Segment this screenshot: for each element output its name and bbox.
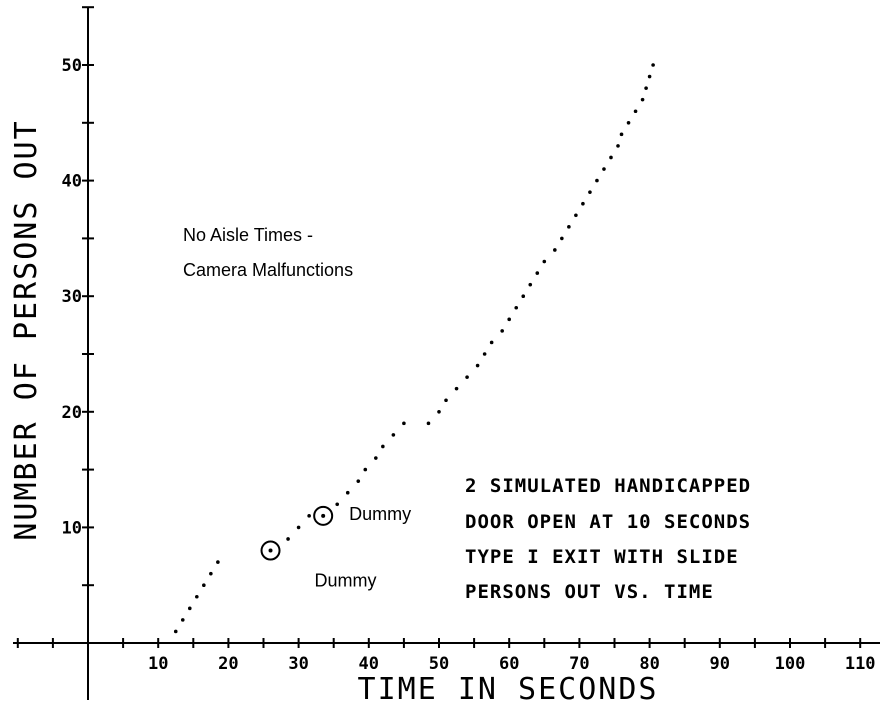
x-tick-label: 110 xyxy=(845,654,876,674)
annotation-line-1: No Aisle Times - xyxy=(183,225,313,245)
data-point xyxy=(356,479,361,483)
data-point xyxy=(609,155,613,160)
dummy-label: Dummy xyxy=(349,504,411,524)
data-point xyxy=(644,86,648,90)
data-point xyxy=(528,282,533,287)
dummy-marker-ring xyxy=(313,505,334,526)
y-tick-label: 50 xyxy=(62,56,82,76)
data-point xyxy=(535,271,540,275)
x-tick-label: 80 xyxy=(639,654,659,674)
data-point xyxy=(553,248,557,252)
data-point xyxy=(507,317,512,322)
data-point xyxy=(202,583,206,587)
dummy-marker-ring xyxy=(260,540,281,561)
data-point xyxy=(437,410,441,414)
data-point xyxy=(195,594,199,599)
data-point xyxy=(514,305,519,310)
data-point xyxy=(391,433,396,437)
axes xyxy=(13,8,880,700)
data-point xyxy=(542,259,547,264)
data-point xyxy=(616,144,620,148)
data-point xyxy=(307,514,311,518)
data-point xyxy=(475,363,480,368)
x-tick-label: 50 xyxy=(429,654,449,674)
data-point xyxy=(521,294,526,299)
data-point xyxy=(209,571,213,576)
caption-line-1: 2 SIMULATED HANDICAPPED xyxy=(465,475,751,497)
data-point xyxy=(633,109,638,114)
caption-line-3: TYPE I EXIT WITH SLIDE xyxy=(465,546,739,568)
data-point xyxy=(465,375,469,379)
x-axis-title: TIME IN SECONDS xyxy=(358,672,659,706)
data-point xyxy=(363,467,368,472)
x-tick-label: 100 xyxy=(775,654,806,674)
data-point xyxy=(602,167,606,171)
x-tick-label: 10 xyxy=(148,654,168,674)
data-point xyxy=(567,225,571,229)
data-points xyxy=(173,63,655,634)
data-point xyxy=(286,537,290,541)
data-point xyxy=(640,97,645,102)
data-point xyxy=(345,490,350,495)
x-tick-label: 20 xyxy=(218,654,238,674)
data-point xyxy=(647,74,652,79)
data-point xyxy=(335,502,340,507)
data-point xyxy=(187,606,192,611)
data-point xyxy=(489,340,494,345)
data-point xyxy=(482,352,487,356)
data-point xyxy=(374,456,378,460)
data-point xyxy=(619,132,624,137)
dummy-label: Dummy xyxy=(315,571,377,591)
y-ticks: 10 20 30 40 50 xyxy=(62,6,94,587)
data-point xyxy=(454,386,459,391)
data-point xyxy=(651,63,655,67)
caption-line-4: PERSONS OUT VS. TIME xyxy=(465,581,714,603)
y-tick-label: 40 xyxy=(62,172,82,192)
data-point xyxy=(500,329,504,333)
dummy-marker-dot xyxy=(321,513,326,518)
x-tick-label: 60 xyxy=(499,654,519,674)
data-point xyxy=(426,421,431,426)
data-point xyxy=(444,398,448,403)
data-point xyxy=(216,560,220,564)
x-ticks: 10 20 30 40 50 60 70 80 90 100 110 xyxy=(16,638,876,674)
data-point xyxy=(180,618,185,622)
x-tick-label: 90 xyxy=(710,654,730,674)
data-point xyxy=(588,190,592,194)
annotation-line-2: Camera Malfunctions xyxy=(183,260,353,280)
dummy-markers: Dummy Dummy xyxy=(260,504,411,591)
y-tick-label: 20 xyxy=(62,403,82,423)
data-point xyxy=(626,121,631,125)
data-point xyxy=(402,421,406,426)
data-point xyxy=(173,629,178,634)
data-point xyxy=(581,201,585,206)
caption-line-2: DOOR OPEN AT 10 SECONDS xyxy=(465,511,751,533)
caption-block: 2 SIMULATED HANDICAPPED DOOR OPEN AT 10 … xyxy=(465,475,751,603)
y-axis-title: NUMBER OF PERSONS OUT xyxy=(9,119,44,540)
x-tick-label: 70 xyxy=(569,654,589,674)
data-point xyxy=(595,178,599,183)
y-tick-label: 10 xyxy=(62,518,82,538)
x-tick-label: 40 xyxy=(359,654,379,674)
data-point xyxy=(296,525,301,530)
dummy-marker-dot xyxy=(268,548,273,553)
data-point xyxy=(560,236,564,241)
data-point xyxy=(381,444,385,449)
y-tick-label: 30 xyxy=(62,287,82,307)
data-point xyxy=(574,213,578,218)
x-tick-label: 30 xyxy=(288,654,308,674)
